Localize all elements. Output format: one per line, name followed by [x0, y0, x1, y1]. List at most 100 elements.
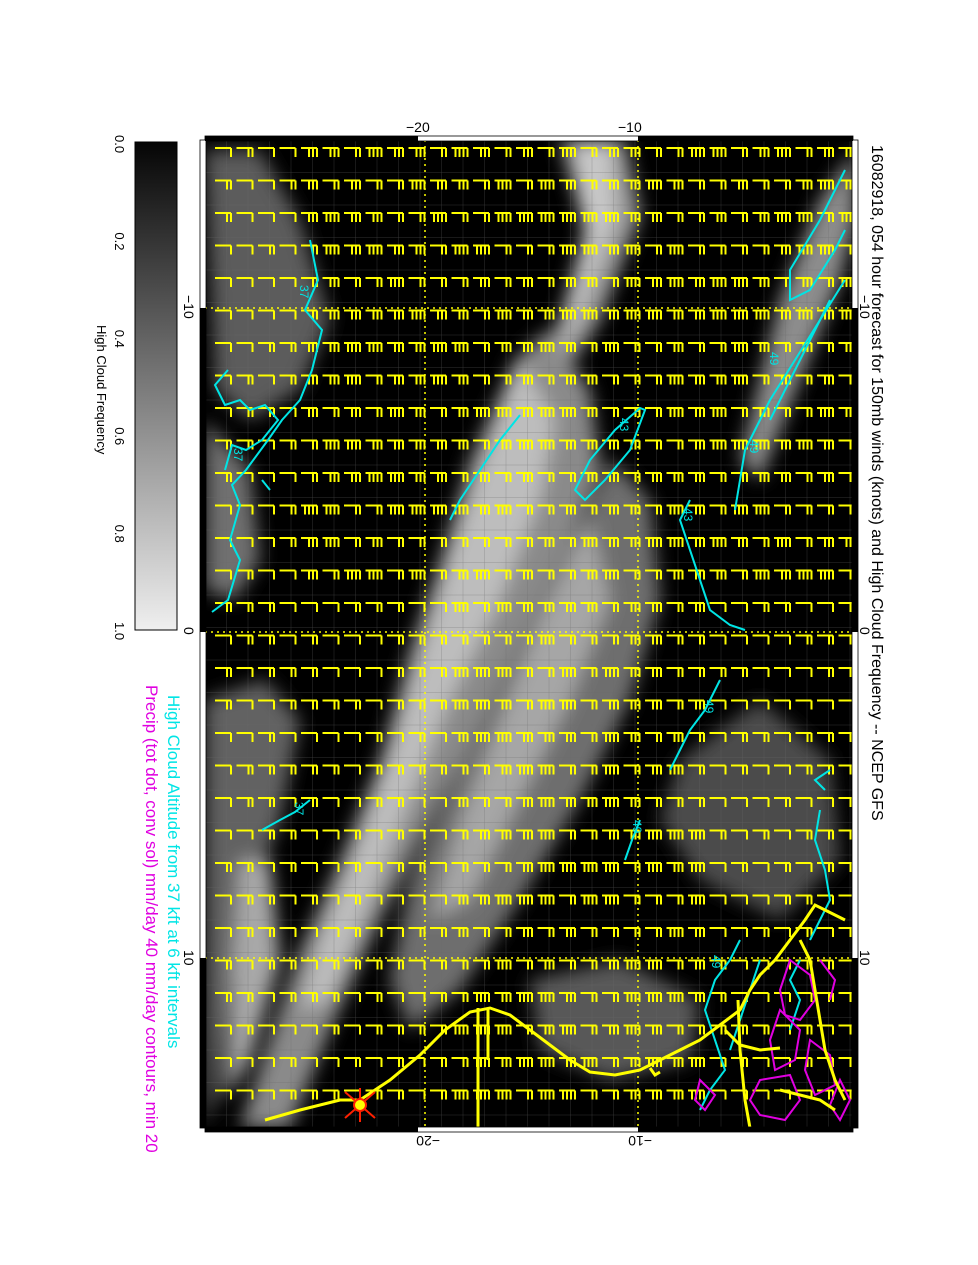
wind-barb [666, 504, 684, 515]
wind-barb [494, 764, 512, 775]
wind-barb [236, 699, 254, 710]
wind-barb [279, 277, 297, 287]
wind-barb [817, 277, 834, 287]
wind-barb [430, 342, 447, 352]
wind-barb [451, 732, 469, 742]
wind-barb [408, 147, 426, 157]
wind-barb [580, 277, 598, 287]
wind-barb [709, 309, 727, 320]
wind-barb [731, 342, 748, 352]
wind-barb [645, 699, 662, 710]
contour-label-37-b: 37 [231, 448, 245, 462]
wind-barb [494, 829, 512, 840]
wind-barb [688, 862, 705, 872]
wind-barb [451, 634, 469, 645]
wind-barb [215, 212, 232, 222]
wind-barb [344, 992, 361, 1002]
wind-barb [666, 537, 684, 547]
wind-barb [645, 212, 662, 222]
wind-barb [795, 894, 813, 905]
wind-barb [215, 797, 232, 807]
wind-barb [451, 244, 469, 255]
top-tick-minus20: −20 [406, 119, 430, 135]
wind-barb [494, 407, 512, 417]
wind-barb [344, 212, 361, 222]
wind-barb [258, 569, 275, 580]
wind-barb [473, 374, 490, 385]
wind-barb [365, 602, 383, 612]
wind-barb [258, 797, 275, 807]
wind-barb [408, 244, 426, 255]
wind-barb [516, 212, 533, 222]
wind-barb [387, 309, 404, 320]
wind-barb [688, 504, 705, 515]
wind-barb [795, 634, 813, 645]
wind-barb [623, 894, 641, 905]
wind-barb [537, 212, 555, 222]
wind-barb [258, 277, 275, 287]
wind-barb [752, 602, 770, 612]
wind-barb [494, 862, 512, 872]
wind-barb [602, 764, 619, 775]
contour-label-49-d: 49 [630, 820, 644, 834]
wind-barb [516, 309, 533, 320]
wind-barb [451, 147, 469, 157]
wind-barb [795, 439, 813, 450]
wind-barb [494, 244, 512, 255]
wind-barb [817, 602, 834, 612]
wind-barb [795, 732, 813, 742]
wind-barb [688, 927, 705, 937]
wind-barb [537, 894, 555, 905]
wind-barb [279, 927, 297, 937]
wind-barb [451, 927, 469, 937]
wind-barb [752, 342, 770, 352]
wind-barb [709, 179, 727, 190]
cloud-altitude-contours [211, 169, 846, 1111]
wind-barb [279, 1089, 297, 1100]
wind-barb [559, 667, 576, 677]
wind-barb [731, 472, 748, 482]
wind-barb [645, 569, 662, 580]
wind-barb [537, 472, 555, 482]
wind-barb [365, 309, 383, 320]
wind-barb [215, 959, 232, 970]
wind-barb [774, 504, 791, 515]
wind-barb [322, 1057, 340, 1067]
wind-barb [236, 309, 254, 320]
wind-barb [559, 1089, 576, 1100]
wind-barb [430, 862, 447, 872]
wind-barb [473, 797, 490, 807]
wind-barb [516, 342, 533, 352]
wind-barb [817, 634, 834, 645]
wind-barb [473, 439, 490, 450]
wind-barb [322, 309, 340, 320]
wind-barb [688, 634, 705, 645]
wind-barb [602, 894, 619, 905]
wind-barb [623, 472, 641, 482]
wind-barb [516, 147, 533, 157]
wind-barb [430, 179, 447, 190]
wind-barb [602, 1057, 619, 1067]
right-tick-10: 10 [857, 950, 873, 966]
wind-barb [365, 764, 383, 775]
wind-barb [688, 797, 705, 807]
wind-barb [645, 797, 662, 807]
wind-barb [666, 309, 684, 320]
colorbar-label: High Cloud Frequency [94, 325, 109, 455]
wind-barb [322, 1089, 340, 1100]
wind-barb [322, 667, 340, 677]
wind-barb [236, 537, 254, 547]
wind-barb [559, 537, 576, 547]
wind-barb [602, 569, 619, 580]
wind-barb [301, 1024, 318, 1035]
wind-barb [322, 407, 340, 417]
wind-barb [709, 439, 727, 450]
wind-barb [795, 309, 813, 320]
wind-barb [344, 179, 361, 190]
wind-barb [301, 1089, 318, 1100]
wind-barb [731, 244, 748, 255]
wind-barb [580, 147, 598, 157]
wind-barb [236, 894, 254, 905]
wind-barb [645, 764, 662, 775]
wind-barb [774, 699, 791, 710]
